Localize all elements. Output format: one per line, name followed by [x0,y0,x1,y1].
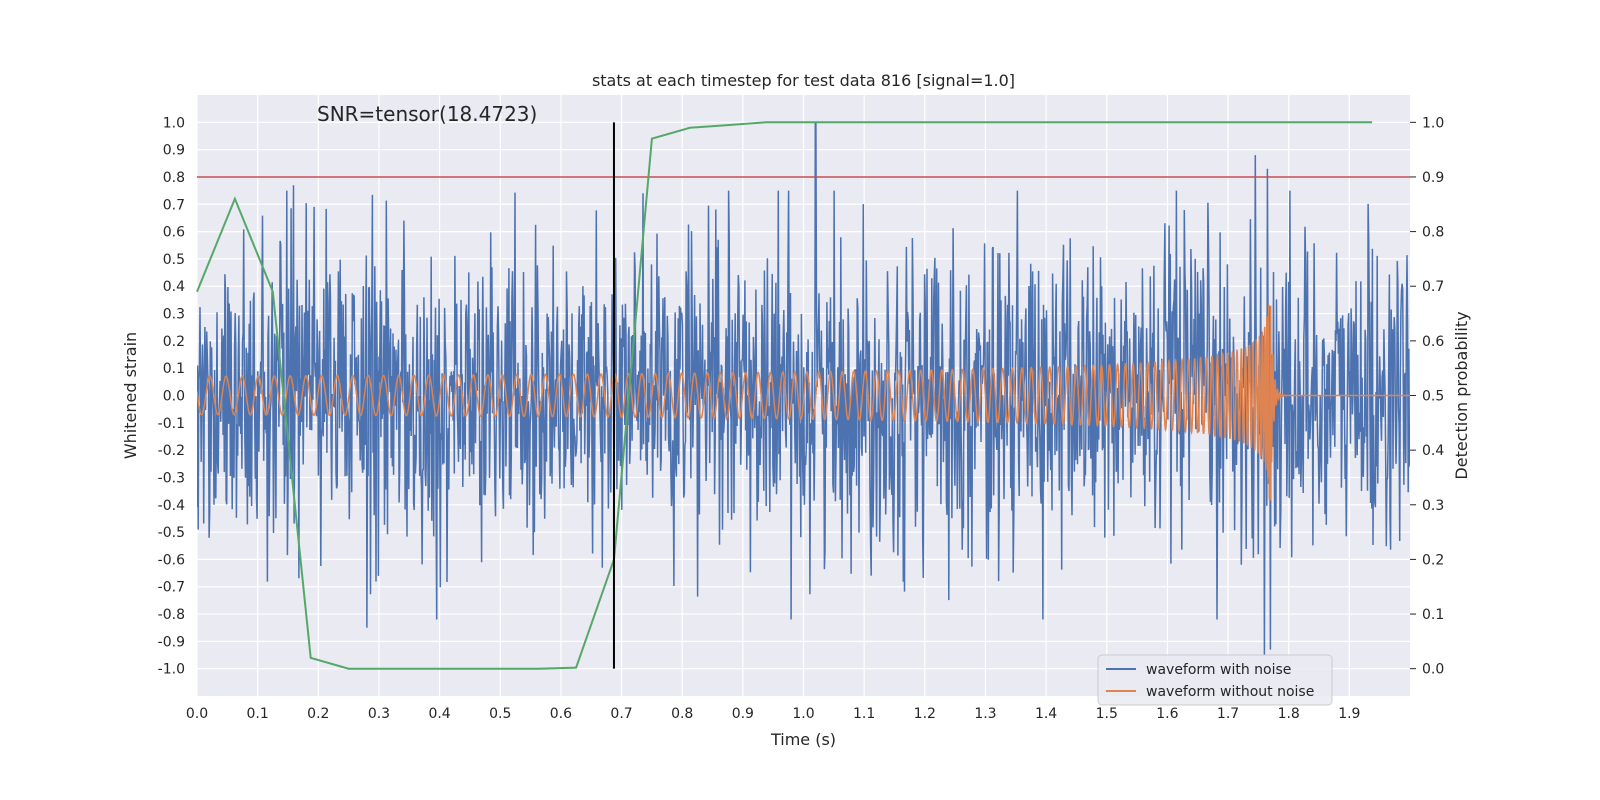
x-tick-label: 1.3 [974,706,996,722]
overlay-layer [196,121,1410,670]
y-tick-label: -0.4 [158,498,185,514]
x-tick-label: 0.8 [671,706,693,722]
x-tick-label: 1.6 [1156,706,1178,722]
y-tick-label: 0.8 [163,170,185,186]
legend: waveform with noise waveform without noi… [1097,654,1333,706]
x-tick-label: 0.3 [368,706,390,722]
y-tick-label: -0.2 [158,443,185,459]
y-tick-label: 0.0 [163,389,185,405]
y-tick-label: -0.1 [158,416,185,432]
x-tick-label: 1.8 [1278,706,1300,722]
legend-label-noisy: waveform with noise [1146,662,1291,678]
y2-tick-label: 0.9 [1422,170,1444,186]
legend-label-clean: waveform without noise [1146,684,1314,700]
y-tick-label: 1.0 [163,115,185,131]
x-tick-label: 1.7 [1217,706,1239,722]
y2-tick-label: 0.1 [1422,607,1444,623]
y2-tick-label: 0.5 [1422,389,1444,405]
y2-tick-label: 0.6 [1422,334,1444,350]
y-tick-label: 0.6 [163,225,185,241]
snr-annotation: SNR=tensor(18.4723) [317,102,537,126]
plot-clip-group [197,121,1410,656]
y-tick-label: -0.6 [158,552,185,568]
y-tick-label: 0.9 [163,143,185,159]
x-tick-label: 0.4 [428,706,450,722]
y2-tick-label: 0.4 [1422,443,1444,459]
y-tick-label: 0.5 [163,252,185,268]
y-tick-label: 0.2 [163,334,185,350]
y-axis-label: Whitened strain [121,332,140,459]
x-tick-label: 0.5 [489,706,511,722]
y2-tick-label: 0.2 [1422,552,1444,568]
series-detection-probability-line [196,121,1373,670]
x-tick-label: 1.1 [853,706,875,722]
series-clean-line [197,304,1410,501]
series-noisy-line [197,121,1410,656]
y-tick-label: -0.7 [158,580,185,596]
y-tick-label: -0.3 [158,470,185,486]
y2-axis-ticks: 0.0 0.1 0.2 0.3 0.4 0.5 0.6 0.7 0.8 0.9 1.0 [1410,115,1444,678]
x-axis-ticks: 0.0 0.1 0.2 0.3 0.4 0.5 0.6 0.7 0.8 0.9 1.0 1.1 1.2 1… [186,706,1361,722]
x-tick-label: 0.0 [186,706,208,722]
x-axis-label: Time (s) [770,730,836,749]
y-tick-label: -0.5 [158,525,185,541]
legend-box [1097,654,1333,706]
y-axis-ticks: -1.0 -0.9 -0.8 -0.7 -0.6 -0.5 -0.4 -0.3 -0.2 -0.1… [158,115,185,677]
y-tick-label: -1.0 [158,662,185,678]
y2-tick-label: 0.3 [1422,498,1444,514]
x-tick-label: 1.4 [1035,706,1057,722]
y-tick-label: 0.3 [163,307,185,323]
y2-tick-label: 0.0 [1422,662,1444,678]
y2-tick-label: 1.0 [1422,115,1444,131]
y-tick-label: 0.7 [163,197,185,213]
x-tick-label: 0.6 [550,706,572,722]
x-tick-label: 0.1 [247,706,269,722]
series-layer [197,121,1410,656]
y-tick-label: 0.1 [163,361,185,377]
y-tick-label: -0.8 [158,607,185,623]
x-tick-label: 1.9 [1338,706,1360,722]
x-tick-label: 0.2 [307,706,329,722]
y2-tick-label: 0.8 [1422,225,1444,241]
y-tick-label: -0.9 [158,634,185,650]
x-tick-label: 0.7 [610,706,632,722]
y2-axis-label: Detection probability [1452,311,1471,479]
y-tick-label: 0.4 [163,279,185,295]
chart-title: stats at each timestep for test data 816… [592,71,1015,90]
x-tick-label: 1.2 [914,706,936,722]
y2-tick-label: 0.7 [1422,279,1444,295]
x-tick-label: 1.5 [1096,706,1118,722]
x-tick-label: 1.0 [792,706,814,722]
x-tick-label: 0.9 [732,706,754,722]
